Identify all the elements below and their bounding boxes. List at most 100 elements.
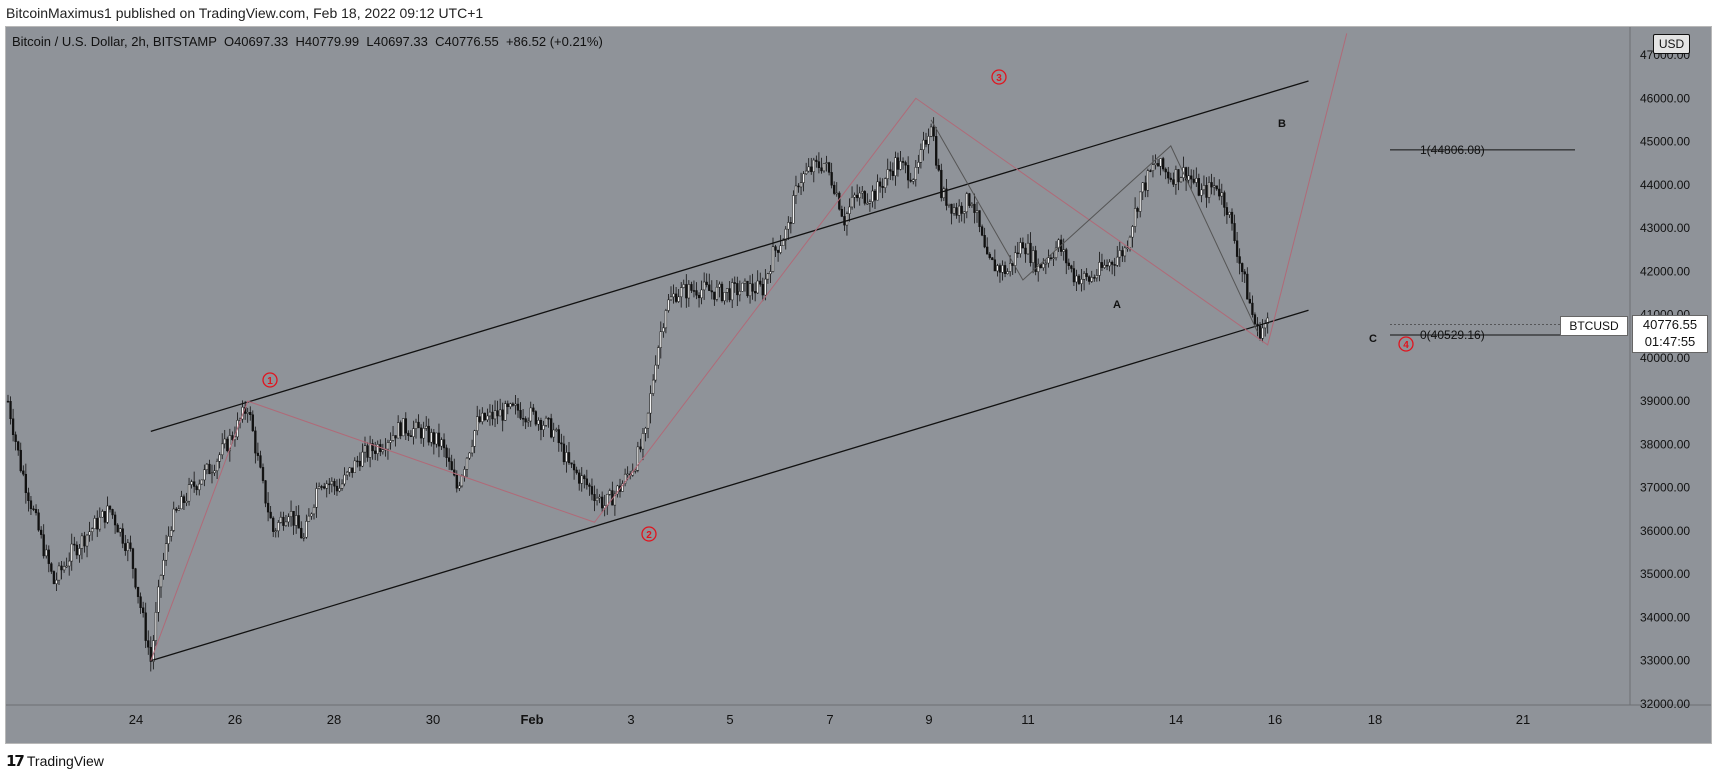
candle-body [562, 443, 566, 463]
candle-body [65, 565, 68, 568]
candle-body [11, 418, 15, 436]
candle-body [162, 559, 165, 576]
symbol-label[interactable]: Bitcoin / U.S. Dollar, 2h, BITSTAMP [12, 34, 217, 49]
candle-body [177, 508, 180, 511]
elliott-wave-path[interactable] [150, 33, 1348, 661]
candle-body [1233, 223, 1236, 241]
x-tick-label: 16 [1268, 712, 1282, 727]
price-axis-bg[interactable] [1630, 27, 1711, 705]
candle-body [287, 516, 290, 523]
candle-body [1077, 275, 1081, 284]
abc-correction-path[interactable] [930, 119, 1258, 333]
y-tick-label: 44000.00 [1640, 178, 1690, 192]
candle-body [1001, 265, 1004, 273]
candle-body [159, 575, 163, 588]
wave-marker-circle[interactable] [991, 69, 1007, 85]
candle-body [856, 194, 859, 199]
candle-body [550, 418, 553, 438]
candle-body [996, 265, 999, 272]
low-label: L [366, 34, 374, 49]
candle-body [361, 451, 364, 467]
candle-body [547, 417, 550, 420]
candle-body [119, 528, 122, 533]
candle-body [922, 139, 925, 150]
candle-body [381, 449, 385, 453]
candle-body [998, 265, 1002, 273]
candle-body [6, 400, 10, 403]
candle-body [351, 467, 354, 473]
candle-body [442, 439, 446, 449]
candle-body [797, 185, 800, 188]
candle-body [1019, 242, 1022, 254]
candle-body [264, 480, 267, 504]
published-by-bar: BitcoinMaximus1 published on TradingView… [0, 0, 1717, 26]
candle-body [1172, 179, 1175, 185]
change-value: +86.52 (+0.21%) [505, 34, 603, 49]
candle-body [529, 407, 532, 422]
candle-body [639, 446, 642, 450]
candle-body [193, 481, 196, 487]
candle-body [805, 170, 808, 175]
candle-body [965, 193, 968, 213]
candle-body [468, 452, 471, 459]
candle-body [52, 571, 56, 585]
close-value: 40776.55 [444, 34, 499, 49]
x-tick-label: 24 [129, 712, 143, 727]
wave-marker-label: 1 [267, 376, 273, 387]
chart-area[interactable] [5, 26, 1712, 744]
candle-body [667, 299, 670, 311]
candle-body [1080, 279, 1083, 284]
candle-body [937, 165, 940, 171]
candle-body [817, 161, 821, 169]
candle-body [1151, 164, 1155, 171]
candle-body [1021, 242, 1025, 249]
candle-body [751, 283, 754, 292]
candle-body [723, 292, 726, 302]
candle-body [1187, 175, 1190, 181]
candle-body [121, 528, 124, 544]
candle-body [113, 514, 117, 526]
candle-body [904, 162, 907, 166]
abc-wave-label: A [1113, 299, 1121, 311]
candle-body [409, 435, 413, 437]
candle-body [1156, 163, 1160, 167]
candle-body [894, 157, 897, 177]
wave-marker-circle[interactable] [262, 372, 278, 388]
candle-body [366, 445, 369, 458]
candle-body [787, 222, 790, 230]
candle-body [514, 403, 517, 406]
candle-body [328, 483, 331, 486]
wave-marker-circle[interactable] [641, 526, 657, 542]
candle-body [565, 452, 568, 463]
candle-body [1123, 247, 1127, 257]
candle-body [47, 549, 50, 564]
candle-body [761, 283, 764, 296]
candle-body [414, 421, 418, 429]
tradingview-logo[interactable]: 𝟭𝟳 TradingView [6, 752, 104, 770]
candle-body [448, 457, 451, 462]
candle-body [144, 612, 147, 641]
candle-body [37, 512, 40, 531]
candle-body [672, 293, 675, 298]
candle-body [226, 438, 229, 452]
currency-badge[interactable]: USD [1653, 34, 1690, 54]
candle-body [1223, 192, 1226, 208]
candle-body [98, 516, 101, 530]
y-tick-label: 38000.00 [1640, 437, 1690, 451]
candle-body [771, 246, 775, 272]
candle-body [182, 496, 186, 503]
channel-lower-line[interactable] [150, 309, 1309, 662]
channel-upper-line[interactable] [150, 80, 1309, 433]
candle-body [399, 422, 402, 437]
candle-body [422, 428, 425, 439]
candle-body [935, 136, 938, 166]
candle-body [295, 515, 298, 526]
last-price-tag: 40776.55 01:47:55 [1632, 315, 1708, 353]
candle-body [674, 293, 678, 302]
wave-marker-circle[interactable] [1398, 336, 1414, 352]
candle-body [1238, 256, 1241, 264]
candle-body [960, 205, 963, 214]
candle-body [853, 194, 856, 198]
candle-body [24, 473, 28, 494]
